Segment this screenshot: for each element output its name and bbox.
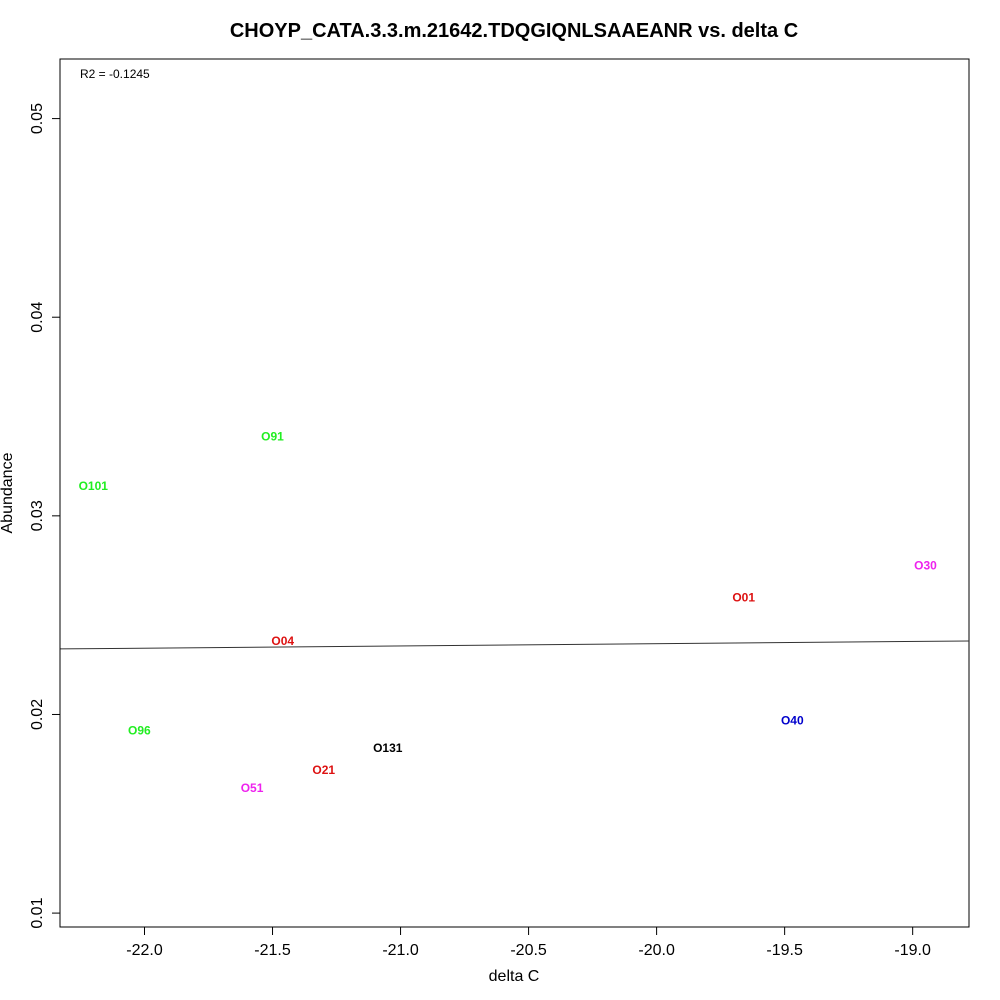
- x-axis-label: delta C: [489, 968, 540, 985]
- x-tick-label: -20.0: [638, 942, 675, 959]
- plot-frame: [59, 58, 970, 928]
- regression-line-group: [59, 640, 970, 650]
- y-axis-label: Abundance: [0, 452, 16, 533]
- chart-title: CHOYP_CATA.3.3.m.21642.TDQGIQNLSAAEANR v…: [230, 20, 798, 42]
- regression-line: [59, 640, 970, 650]
- data-point-o21: O21: [312, 763, 335, 777]
- data-point-o96: O96: [128, 723, 151, 737]
- x-tick-label: -21.5: [254, 942, 291, 959]
- data-point-o51: O51: [241, 781, 264, 795]
- x-tick-label: -22.0: [126, 942, 163, 959]
- x-axis: -22.0 -21.5 -21.0 -20.5 -20.0 -19.5 -19.0: [126, 926, 931, 959]
- y-tick-label: 0.02: [29, 699, 46, 730]
- data-point-o131: O131: [373, 741, 403, 755]
- y-tick-label: 0.04: [29, 302, 46, 333]
- data-point-o30: O30: [914, 558, 937, 572]
- y-tick-label: 0.05: [29, 103, 46, 134]
- data-points: O91 O101 O30 O01 O04 O40 O96 O131 O21 O51: [79, 429, 938, 795]
- x-tick-label: -19.5: [766, 942, 803, 959]
- y-axis: 0.01 0.02 0.03 0.04 0.05: [29, 103, 61, 929]
- r2-annotation: R2 = -0.1245: [80, 67, 150, 81]
- y-tick-label: 0.03: [29, 500, 46, 531]
- data-point-o04: O04: [271, 634, 294, 648]
- x-tick-label: -20.5: [510, 942, 547, 959]
- data-point-o40: O40: [781, 713, 804, 727]
- data-point-o91: O91: [261, 429, 284, 443]
- data-point-o01: O01: [732, 590, 755, 604]
- x-tick-label: -19.0: [894, 942, 931, 959]
- data-point-o101: O101: [79, 479, 109, 493]
- x-tick-label: -21.0: [382, 942, 419, 959]
- y-tick-label: 0.01: [29, 897, 46, 928]
